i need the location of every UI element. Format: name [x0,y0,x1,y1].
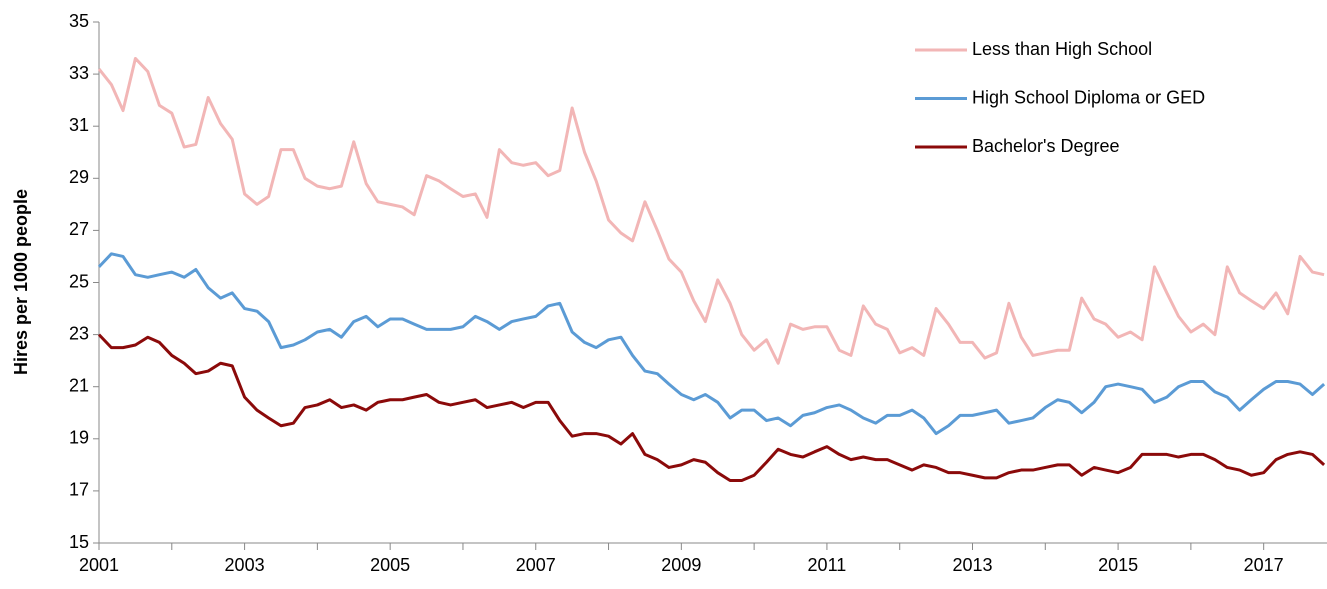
y-tick-label: 35 [69,11,89,31]
series-line [97,56,1325,365]
y-axis-label: Hires per 1000 people [11,189,31,375]
y-tick-label: 19 [69,428,89,448]
legend-label: High School Diploma or GED [972,87,1205,107]
y-tick-label: 17 [69,480,89,500]
legend-label: Bachelor's Degree [972,136,1120,156]
x-tick-label: 2015 [1098,555,1138,575]
y-tick-label: 15 [69,532,89,552]
x-tick-label: 2017 [1244,555,1284,575]
y-tick-label: 27 [69,219,89,239]
x-tick-label: 2005 [370,555,410,575]
x-tick-label: 2011 [808,555,847,575]
x-tick-label: 2003 [225,555,265,575]
y-tick-label: 31 [69,115,89,135]
legend-label: Less than High School [972,39,1152,59]
y-tick-label: 29 [69,167,89,187]
y-tick-label: 23 [69,323,89,343]
y-tick-label: 21 [69,375,89,395]
series-line [97,333,1326,482]
y-tick-label: 33 [69,63,89,83]
x-tick-label: 2001 [79,555,119,575]
x-tick-label: 2009 [661,555,701,575]
y-tick-label: 25 [69,271,89,291]
x-tick-label: 2007 [516,555,556,575]
series-line [97,252,1326,436]
x-tick-label: 2013 [952,555,992,575]
